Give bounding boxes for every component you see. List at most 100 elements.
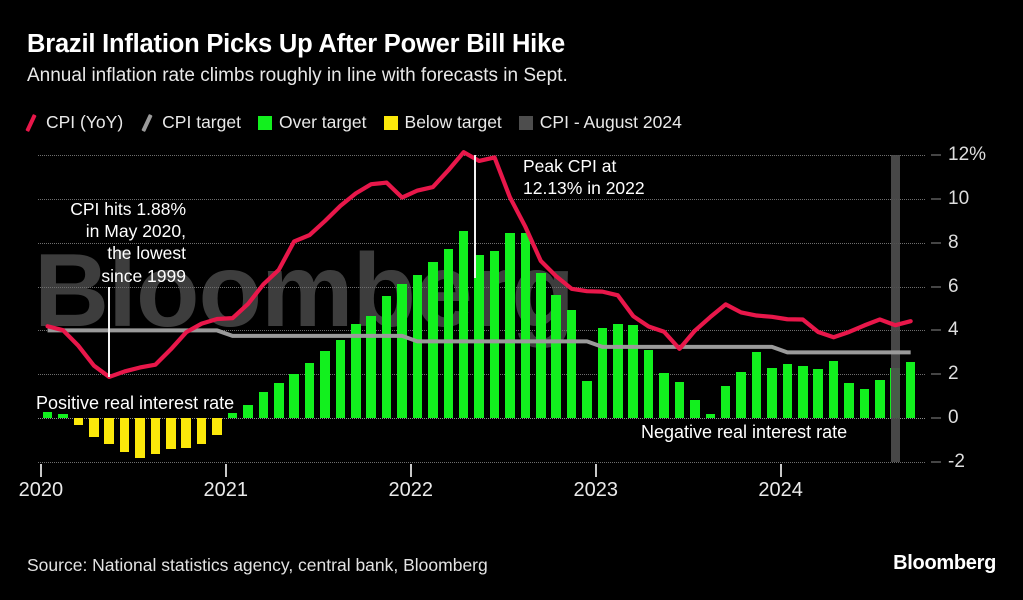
bar [366, 316, 376, 419]
x-tick-mark [224, 464, 227, 477]
bar [243, 404, 253, 419]
legend-label: CPI - August 2024 [539, 112, 682, 132]
bar [844, 383, 854, 419]
x-tick-mark [39, 464, 42, 477]
legend-label: CPI target [162, 112, 241, 132]
bar [613, 323, 623, 419]
annotation-positive-real-rate: Positive real interest rate [36, 393, 235, 413]
bar [335, 340, 346, 419]
legend-item-cpi-target[interactable]: CPI target [140, 112, 241, 133]
y-tick-mark [931, 373, 941, 375]
bar [474, 254, 484, 419]
callout-rule-low [108, 286, 111, 377]
y-tick-mark [931, 329, 941, 331]
bar [104, 418, 114, 445]
bar [320, 351, 330, 419]
gridline-0 [38, 418, 925, 420]
y-tick-mark [931, 154, 941, 156]
y-tick-label: 10 [948, 187, 970, 209]
bar [797, 365, 808, 419]
bar [597, 328, 608, 419]
y-tick-label: -2 [948, 451, 965, 472]
x-tick-mark [594, 464, 597, 477]
bar [828, 361, 839, 419]
bar [289, 374, 299, 419]
x-tick-label: 2020 [18, 479, 64, 501]
page-subtitle: Annual inflation rate climbs roughly in … [27, 65, 568, 86]
bar [582, 380, 592, 419]
bar [659, 373, 669, 419]
legend-swatch-line [24, 114, 39, 131]
annotation-line: the lowest [107, 243, 186, 264]
x-tick-label: 2023 [573, 479, 618, 501]
legend-swatch-box [383, 115, 398, 130]
legend-swatch-box [257, 115, 272, 130]
bar [875, 379, 885, 419]
bar [89, 418, 99, 437]
bar [859, 388, 870, 419]
annotation-line: in May 2020, [85, 221, 186, 242]
y-tick-label: 6 [948, 275, 959, 297]
y-tick-label: 12% [948, 144, 987, 165]
bar [690, 399, 700, 419]
y-tick-label: 8 [948, 231, 959, 253]
bar [304, 363, 315, 419]
bar [412, 274, 423, 419]
annotation-cpi-peak: Peak CPI at 12.13% in 2022 [523, 155, 645, 199]
callout-rule-peak [473, 155, 476, 278]
bar [905, 362, 916, 419]
chart-legend: CPI (YoY) CPI target Over target Below targ… [24, 112, 699, 133]
bar [705, 413, 716, 419]
bar [628, 324, 638, 419]
bar [381, 296, 392, 419]
bar [119, 418, 130, 453]
annotation-negative-real-rate: Negative real interest rate [641, 422, 848, 442]
y-tick-mark [931, 198, 941, 200]
bar [782, 364, 793, 419]
bar [58, 413, 68, 419]
annotation-cpi-low: CPI hits 1.88% in May 2020, the lowest sinc… [18, 198, 186, 287]
y-tick-mark [931, 417, 941, 419]
footer-divider [0, 523, 1023, 524]
august-2024-marker [891, 155, 901, 462]
bar [227, 412, 238, 419]
legend-item-cpi-august-2024[interactable]: CPI - August 2024 [518, 112, 682, 133]
annotation-line: 12.13% in 2022 [523, 178, 645, 199]
legend-label: Over target [278, 112, 367, 132]
gridline-8 [38, 242, 925, 244]
legend-swatch-box [518, 115, 533, 130]
bar [505, 232, 515, 419]
gridline--2 [38, 462, 925, 463]
bar [489, 251, 500, 419]
bar [767, 367, 777, 419]
y-tick-mark [931, 286, 941, 288]
bar [458, 230, 469, 419]
legend-label: CPI (YoY) [46, 112, 124, 132]
x-tick-label: 2021 [203, 479, 249, 501]
gridline-10 [38, 198, 925, 200]
bar [751, 352, 762, 419]
legend-item-below-target[interactable]: Below target [383, 112, 502, 133]
bar [566, 309, 577, 419]
y-tick-mark [931, 461, 941, 463]
bar [150, 418, 161, 455]
bar [643, 350, 654, 419]
bar [520, 232, 531, 419]
bar [273, 383, 284, 419]
legend-item-over-target[interactable]: Over target [257, 112, 367, 133]
bar [166, 418, 176, 449]
bar [196, 418, 207, 445]
legend-swatch-line [140, 114, 155, 131]
legend-item-cpi-yoy[interactable]: CPI (YoY) [24, 112, 123, 133]
x-tick-mark [409, 464, 412, 477]
y-tick-label: 4 [948, 319, 959, 341]
cpi-yoy-line [45, 150, 913, 380]
bar [212, 418, 222, 435]
bar [551, 295, 561, 419]
annotation-line: CPI hits 1.88% [70, 199, 186, 219]
x-tick-mark [779, 464, 782, 477]
bar [42, 411, 53, 419]
gridline-12 [38, 155, 925, 156]
bar [73, 418, 84, 425]
